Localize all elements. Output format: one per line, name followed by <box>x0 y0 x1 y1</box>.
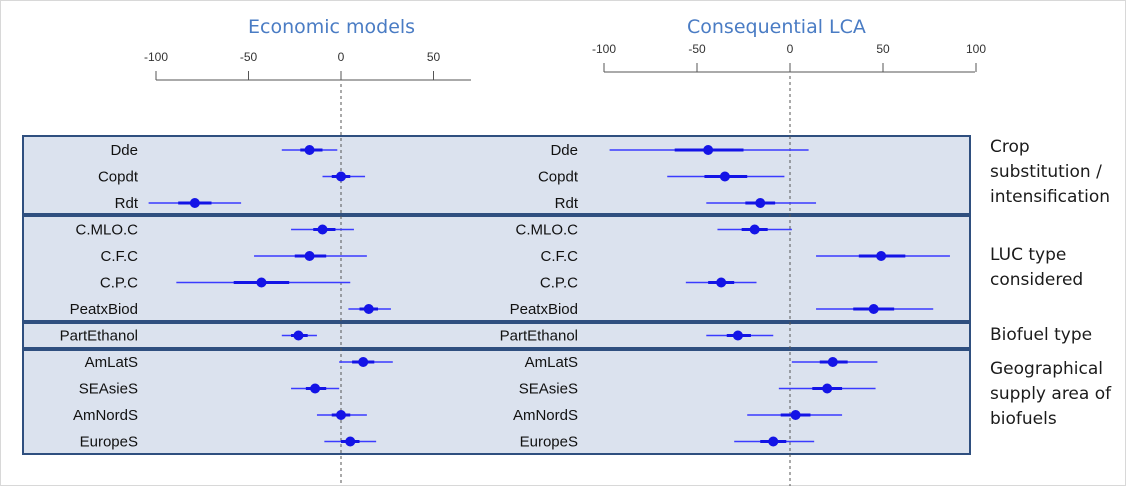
economic-row-label-europes: EuropeS <box>80 434 138 451</box>
lca-row-label-amlats: AmLatS <box>525 354 578 371</box>
economic-tick-label: 0 <box>338 50 345 64</box>
group-label-crop-substitution: Crop substitution / intensification <box>990 137 1111 207</box>
lca-estimate-point-copdt <box>719 171 730 182</box>
group-label-geographical-area: Geographical supply area of biofuels <box>990 359 1112 429</box>
economic-estimate-point-partethanol <box>293 330 304 341</box>
lca-row-label-peatxbiod: PeatxBiod <box>510 301 578 318</box>
economic-row-label-dde: Dde <box>110 142 138 159</box>
economic-row-label-copdt: Copdt <box>98 169 139 186</box>
economic-estimate-point-rdt <box>189 198 200 208</box>
lca-estimate-point-peatxbiod <box>868 304 879 314</box>
economic-estimate-point-seasies <box>310 383 321 394</box>
lca-row-label-c-mlo-c: C.MLO.C <box>515 222 578 239</box>
lca-estimate-point-c-p-c <box>716 277 727 288</box>
lca-row-label-c-p-c: C.P.C <box>540 275 578 292</box>
economic-row-label-seasies: SEAsieS <box>79 381 138 398</box>
economic-models-title: Economic models <box>248 16 416 38</box>
lca-row-label-copdt: Copdt <box>538 169 579 186</box>
economic-row-label-peatxbiod: PeatxBiod <box>70 301 138 318</box>
economic-row-label-c-p-c: C.P.C <box>100 275 138 292</box>
economic-tick-label: -100 <box>144 50 168 64</box>
economic-row-label-rdt: Rdt <box>115 195 139 212</box>
lca-row-label-dde: Dde <box>550 142 578 159</box>
lca-estimate-point-seasies <box>822 383 833 394</box>
lca-estimate-point-c-mlo-c <box>749 224 760 235</box>
lca-estimate-point-rdt <box>755 198 766 208</box>
group-box-biofuel-type <box>22 322 971 349</box>
lca-estimate-point-dde <box>703 145 714 155</box>
lca-row-label-c-f-c: C.F.C <box>541 248 579 265</box>
group-box-luc-type <box>22 215 971 322</box>
lca-estimate-point-c-f-c <box>876 251 887 261</box>
economic-row-label-c-f-c: C.F.C <box>101 248 139 265</box>
lca-row-label-seasies: SEAsieS <box>519 381 578 398</box>
lca-estimate-point-partethanol <box>732 330 743 341</box>
lca-estimate-point-amnords <box>790 410 801 420</box>
economic-estimate-point-c-p-c <box>256 277 267 288</box>
economic-estimate-point-amnords <box>336 410 346 420</box>
lca-row-label-amnords: AmNordS <box>513 407 578 424</box>
economic-row-label-c-mlo-c: C.MLO.C <box>75 222 138 239</box>
economic-row-label-partethanol: PartEthanol <box>60 328 138 345</box>
economic-estimate-point-europes <box>345 436 356 447</box>
economic-row-label-amnords: AmNordS <box>73 407 138 424</box>
economic-estimate-point-dde <box>304 145 315 155</box>
economic-estimate-point-copdt <box>336 171 346 182</box>
lca-row-label-europes: EuropeS <box>520 434 578 451</box>
economic-estimate-point-peatxbiod <box>363 304 374 314</box>
lca-tick-label: -100 <box>592 42 616 56</box>
lca-tick-label: 50 <box>876 42 890 56</box>
lca-tick-label: -50 <box>688 42 706 56</box>
economic-row-label-amlats: AmLatS <box>85 354 138 371</box>
lca-estimate-point-amlats <box>827 357 838 367</box>
lca-row-label-rdt: Rdt <box>555 195 579 212</box>
lca-tick-label: 0 <box>787 42 794 56</box>
economic-estimate-point-c-mlo-c <box>317 224 328 235</box>
group-label-luc-type: LUC type considered <box>990 245 1084 290</box>
economic-estimate-point-amlats <box>358 357 369 367</box>
economic-tick-label: 50 <box>427 50 441 64</box>
lca-estimate-point-europes <box>768 436 779 447</box>
economic-tick-label: -50 <box>240 50 258 64</box>
economic-estimate-point-c-f-c <box>304 251 315 261</box>
lca-tick-label: 100 <box>966 42 986 56</box>
consequential-lca-title: Consequential LCA <box>687 16 866 38</box>
group-label-biofuel-type: Biofuel type <box>990 325 1093 345</box>
group-box-geographical-area <box>22 349 971 455</box>
lca-row-label-partethanol: PartEthanol <box>500 328 578 345</box>
